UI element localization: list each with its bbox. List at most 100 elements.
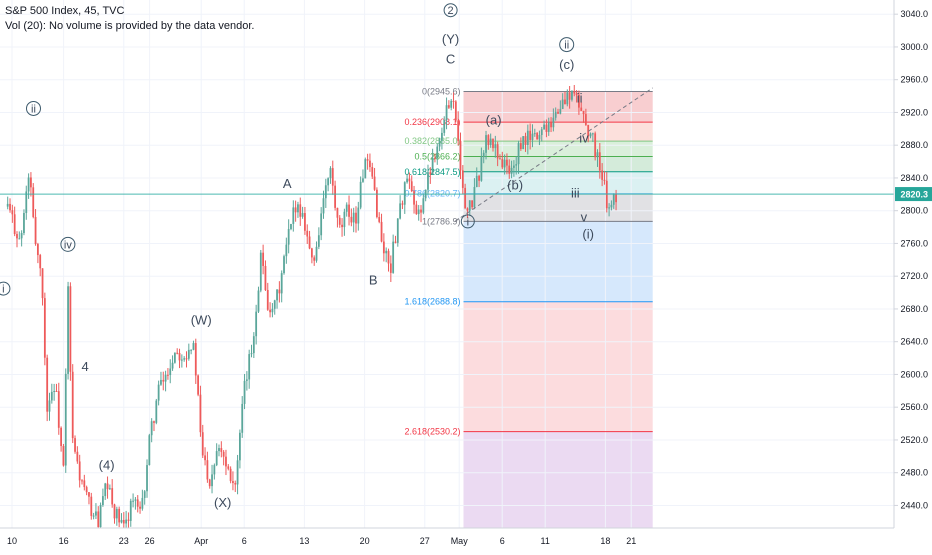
wave-label: (a) (486, 113, 502, 128)
candle-body (561, 99, 564, 109)
candle (329, 166, 332, 184)
candle (385, 247, 388, 263)
candle (431, 148, 434, 175)
candle (53, 383, 56, 401)
candle (331, 160, 334, 195)
candle (16, 231, 18, 248)
candle-body (529, 130, 532, 140)
candle-body (478, 175, 480, 181)
candle (394, 235, 397, 244)
candle-body (389, 263, 392, 273)
candle (113, 503, 116, 524)
price-tick-label: 2640.0 (900, 337, 928, 347)
candle-body (164, 374, 167, 382)
candle (452, 92, 455, 109)
candle (255, 304, 258, 345)
candle-body (508, 165, 511, 174)
price-tick-label: 2560.0 (900, 402, 928, 412)
candle (264, 260, 267, 292)
wave-label: C (446, 51, 455, 66)
candle (406, 173, 408, 184)
candle (74, 435, 76, 454)
candle-body (106, 483, 109, 490)
candle-body (457, 120, 460, 141)
candle (290, 223, 292, 231)
candle (252, 332, 255, 359)
candle (601, 163, 604, 187)
candle (218, 444, 220, 457)
wave-label-text: (b) (507, 177, 523, 192)
candle (545, 119, 548, 138)
candle-body (375, 189, 378, 218)
price-tick-label: 3040.0 (900, 9, 928, 19)
candle (294, 200, 297, 222)
fib-level-label: 0.382(2885.0) (404, 136, 460, 146)
candle (187, 343, 190, 361)
candle (420, 205, 422, 223)
candle (373, 167, 376, 191)
candle (36, 242, 39, 264)
candle (297, 201, 299, 218)
candle-body (315, 246, 318, 261)
candle-body (492, 138, 494, 149)
candle (55, 383, 58, 392)
wave-label: (X) (214, 495, 231, 510)
candle (387, 248, 390, 272)
candle (9, 198, 11, 213)
candle-body (69, 286, 72, 372)
candle-body (352, 212, 355, 223)
candle (69, 282, 72, 381)
candle-body (554, 111, 557, 118)
candle (441, 127, 443, 150)
candle (475, 167, 478, 188)
time-tick-label: 11 (541, 536, 550, 546)
candle-body (41, 268, 44, 299)
candle (510, 160, 513, 179)
candle (115, 506, 118, 526)
candle-body (287, 229, 290, 245)
candle-body (320, 213, 323, 236)
candle (380, 213, 383, 243)
candle-body (43, 298, 46, 358)
candle-body (338, 217, 341, 225)
volume-study-legend[interactable]: Vol (20): No volume is provided by the d… (5, 20, 255, 32)
candle (492, 138, 494, 152)
candle-body (30, 177, 32, 188)
candle-body (176, 352, 179, 354)
wave-label-text: (W) (191, 312, 212, 327)
candle-body (50, 391, 53, 401)
candle (95, 503, 97, 519)
candle (450, 98, 453, 111)
candle (201, 424, 204, 459)
price-tick-label: 2520.0 (900, 435, 928, 445)
candle (496, 141, 499, 167)
candle-body (450, 100, 453, 108)
wave-circle (0, 281, 11, 296)
candle (299, 197, 302, 226)
candle-body (139, 506, 141, 509)
candle (375, 187, 378, 219)
fib-band (463, 156, 653, 172)
candle-body (95, 511, 97, 516)
candle-body (459, 140, 462, 171)
candle (41, 268, 44, 306)
candle (104, 482, 107, 500)
candle (494, 135, 497, 158)
candle-body (324, 185, 327, 199)
candle (167, 368, 169, 380)
candle-body (447, 105, 450, 108)
fib-band (463, 301, 653, 432)
last-price-badge (895, 187, 932, 202)
candle (183, 356, 186, 362)
candle (568, 85, 571, 109)
candle-body (468, 200, 471, 211)
candle (225, 449, 227, 476)
wave-label-text: v (581, 209, 588, 224)
wave-label-text: 2 (448, 5, 454, 17)
symbol-title[interactable]: S&P 500 Index, 45, TVC (5, 5, 125, 17)
candle-body (552, 117, 555, 128)
candle (92, 512, 95, 520)
candle-body (173, 352, 176, 363)
